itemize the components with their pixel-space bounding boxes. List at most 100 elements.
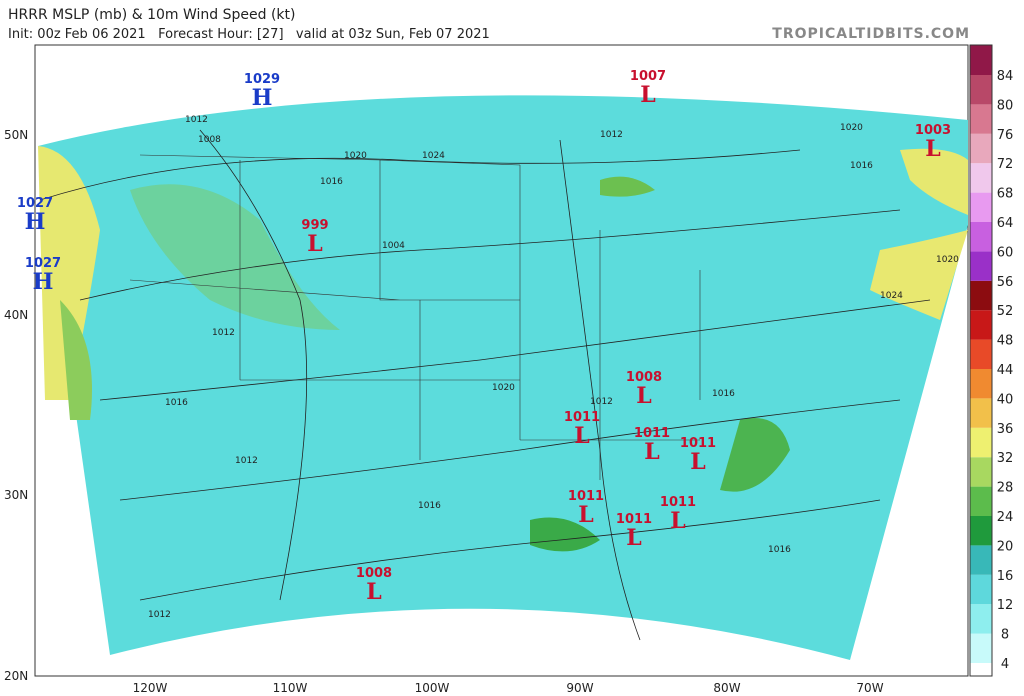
- pressure-letter: H: [252, 85, 273, 111]
- pressure-letter: L: [574, 423, 589, 449]
- contour-label: 1012: [590, 397, 613, 407]
- colorbar-segment: [970, 251, 992, 281]
- pressure-value: 1003: [915, 123, 951, 138]
- colorbar-label: 56: [997, 275, 1014, 290]
- colorbar-segment: [970, 516, 992, 546]
- colorbar-segment: [970, 486, 992, 516]
- contour-label: 1024: [880, 291, 903, 301]
- isobars: [39, 129, 931, 641]
- colorbar-segment: [970, 310, 992, 340]
- contour-label: 1012: [148, 610, 171, 620]
- colorbar-label: 80: [997, 98, 1014, 113]
- wind-patch: [60, 300, 92, 420]
- contour-label: 1008: [198, 135, 221, 145]
- colorbar-segment: [970, 398, 992, 428]
- pressure-letter: H: [25, 209, 46, 235]
- colorbar-label: 32: [997, 451, 1014, 466]
- colorbar-segment: [970, 574, 992, 605]
- contour-label: 1016: [320, 177, 343, 187]
- colorbar-segment: [970, 604, 992, 634]
- lon-label: 70W: [856, 681, 883, 695]
- contour-label: 1012: [235, 456, 258, 466]
- colorbar-label: 12: [997, 598, 1014, 613]
- lon-label: 80W: [713, 681, 740, 695]
- pressure-value: 1027: [25, 256, 61, 271]
- colorbar-label: 60: [997, 245, 1014, 260]
- pressure-value: 1011: [680, 436, 716, 451]
- colorbar-segment: [970, 104, 992, 134]
- colorbar-segment: [970, 45, 992, 75]
- lon-label: 90W: [566, 681, 593, 695]
- pressure-value: 1007: [630, 69, 666, 84]
- colorbar-label: 76: [997, 128, 1014, 143]
- wind-patch: [900, 148, 968, 215]
- colorbar-label: 8: [1001, 628, 1009, 643]
- pressure-letter: L: [640, 82, 655, 108]
- pressure-value: 1008: [356, 566, 392, 581]
- wind-patch: [130, 184, 340, 330]
- colorbar-label: 20: [997, 539, 1014, 554]
- pressure-letter: L: [644, 439, 659, 465]
- lat-label: 20N: [4, 669, 28, 683]
- lat-label: 50N: [4, 128, 28, 142]
- colorbar-segment: [970, 163, 992, 193]
- colorbar-segment: [970, 369, 992, 399]
- colorbar-segment: [970, 545, 992, 575]
- colorbar-frame: [969, 44, 993, 677]
- title: HRRR MSLP (mb) & 10m Wind Speed (kt): [8, 7, 295, 23]
- pressure-letter: L: [626, 525, 641, 551]
- pressure-letter: L: [578, 502, 593, 528]
- contour-label: 1012: [600, 130, 623, 140]
- pressure-value: 1027: [17, 196, 53, 211]
- colorbar-segment: [970, 192, 992, 222]
- contour-label: 1020: [344, 151, 367, 161]
- model-domain: [38, 95, 968, 660]
- colorbar-label: 68: [997, 187, 1014, 202]
- wind-patch: [38, 146, 100, 400]
- colorbar-segment: [970, 663, 992, 676]
- colorbar-label: 36: [997, 422, 1014, 437]
- subtitle: Init: 00z Feb 06 2021 Forecast Hour: [27…: [8, 27, 490, 42]
- watermark: TROPICALTIDBITS.COM: [772, 26, 970, 42]
- contour-label: 1016: [768, 545, 791, 555]
- pressure-value: 1008: [626, 370, 662, 385]
- pressure-letter: H: [33, 269, 54, 295]
- colorbar-segment: [970, 280, 992, 311]
- lon-label: 110W: [273, 681, 308, 695]
- lon-label: 100W: [415, 681, 450, 695]
- pressure-letter: L: [307, 231, 322, 257]
- lon-label: 120W: [133, 681, 168, 695]
- wind-patch: [720, 418, 790, 492]
- colorbar-label: 28: [997, 481, 1014, 496]
- colorbar-label: 52: [997, 304, 1014, 319]
- contour-label: 1016: [165, 398, 188, 408]
- wind-patch: [600, 176, 655, 197]
- pressure-letter: L: [925, 136, 940, 162]
- colorbar-label: 16: [997, 569, 1014, 584]
- pressure-value: 1011: [616, 512, 652, 527]
- state-borders: [129, 154, 701, 480]
- pressure-letter: L: [366, 579, 381, 605]
- lat-label: 40N: [4, 308, 28, 322]
- colorbar-label: 24: [997, 510, 1014, 525]
- colorbar-label: 84: [997, 69, 1014, 84]
- colorbar-segment: [970, 633, 992, 663]
- colorbar-label: 44: [997, 363, 1014, 378]
- pressure-value: 999: [301, 218, 328, 233]
- pressure-value: 1011: [634, 426, 670, 441]
- colorbar-label: 4: [1001, 657, 1009, 672]
- contour-label: 1016: [712, 389, 735, 399]
- contour-label: 1016: [418, 501, 441, 511]
- colorbar-label: 48: [997, 334, 1014, 349]
- colorbar-label: 72: [997, 157, 1014, 172]
- pressure-letter: L: [670, 508, 685, 534]
- colorbar-segment: [970, 222, 992, 252]
- colorbar-segment: [970, 133, 992, 164]
- wind-patch: [530, 517, 600, 552]
- colorbar-segment: [970, 339, 992, 369]
- pressure-letter: L: [636, 383, 651, 409]
- wind-patch: [870, 230, 968, 320]
- contour-label: 1016: [850, 161, 873, 171]
